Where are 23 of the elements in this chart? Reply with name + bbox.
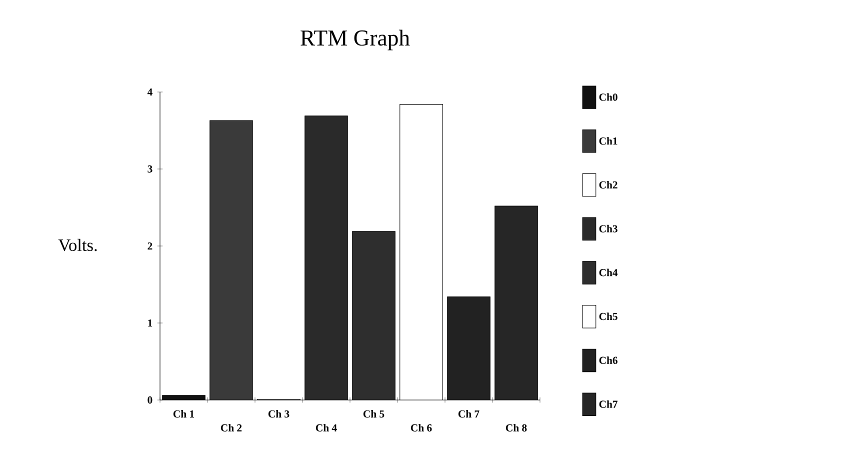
y-tick-label: 4 xyxy=(147,88,152,96)
legend-label: Ch5 xyxy=(599,312,618,320)
legend-label: Ch6 xyxy=(599,356,618,364)
x-tick-label: Ch 6 xyxy=(410,424,432,432)
legend-label: Ch7 xyxy=(599,400,618,408)
chart-title: RTM Graph xyxy=(300,30,410,50)
y-tick-label: 2 xyxy=(148,242,152,250)
x-tick-label: Ch 1 xyxy=(173,410,194,418)
legend-label: Ch3 xyxy=(599,224,618,232)
x-tick-label: Ch 3 xyxy=(268,410,290,418)
x-tick-label: Ch 8 xyxy=(506,424,527,432)
legend-label: Ch1 xyxy=(599,137,618,145)
legend-label: Ch2 xyxy=(599,180,618,188)
x-tick-label: Ch 7 xyxy=(458,410,480,418)
x-tick-label: Ch 4 xyxy=(316,424,337,432)
y-tick-label: 1 xyxy=(148,319,152,327)
y-tick-label: 3 xyxy=(148,165,152,173)
y-tick-label: 0 xyxy=(148,396,152,404)
x-tick-label: Ch 2 xyxy=(220,424,242,432)
legend-label: Ch4 xyxy=(599,268,618,276)
legend-label: Ch0 xyxy=(599,93,618,101)
x-tick-label: Ch 5 xyxy=(363,410,384,418)
y-axis-title: Volts. xyxy=(58,238,97,252)
